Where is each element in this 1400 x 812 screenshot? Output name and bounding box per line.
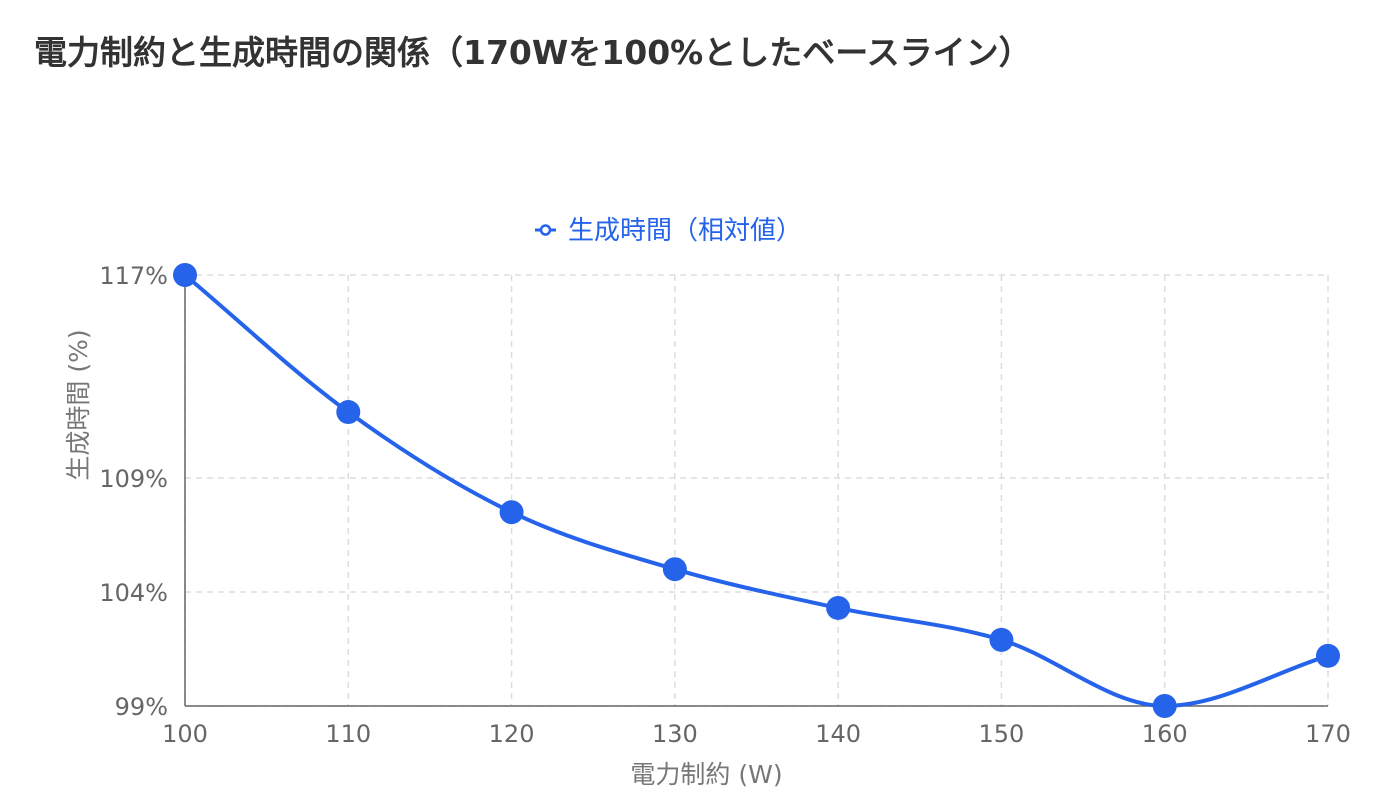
series-line [183, 273, 1330, 708]
y-axis-title: 生成時間 (%) [64, 329, 93, 480]
x-tick-label: 100 [162, 720, 208, 748]
x-tick-label: 170 [1305, 720, 1351, 748]
data-point[interactable] [1152, 694, 1177, 718]
data-point[interactable] [336, 400, 361, 425]
series-layer [173, 263, 1340, 718]
page-title: 電力制約と生成時間の関係（170Wを100%としたベースライン） [34, 33, 1032, 72]
legend[interactable]: 生成時間（相対値） [535, 216, 802, 246]
data-point[interactable] [173, 263, 197, 287]
x-tick-label: 140 [815, 720, 861, 748]
data-point[interactable] [989, 627, 1014, 652]
axes: 100 110 120 130 140 150 160 170 99% 104% 109% 117% 電… [64, 262, 1351, 789]
x-tick-label: 120 [489, 720, 535, 748]
x-tick-label: 130 [652, 720, 698, 748]
data-point[interactable] [662, 557, 687, 582]
x-tick-label: 160 [1142, 720, 1188, 748]
y-tick-label: 99% [115, 693, 168, 721]
legend-label: 生成時間（相対値） [568, 216, 802, 246]
data-point[interactable] [1316, 643, 1340, 668]
data-point[interactable] [826, 595, 851, 620]
grid [184, 274, 1329, 707]
legend-marker-icon [539, 224, 552, 236]
x-axis-title: 電力制約 (W) [630, 760, 782, 789]
y-tick-label: 117% [99, 262, 168, 290]
y-tick-label: 109% [99, 465, 168, 493]
x-tick-label: 110 [325, 720, 371, 748]
data-point[interactable] [499, 500, 524, 525]
x-tick-label: 150 [979, 720, 1025, 748]
y-tick-label: 104% [99, 579, 168, 607]
